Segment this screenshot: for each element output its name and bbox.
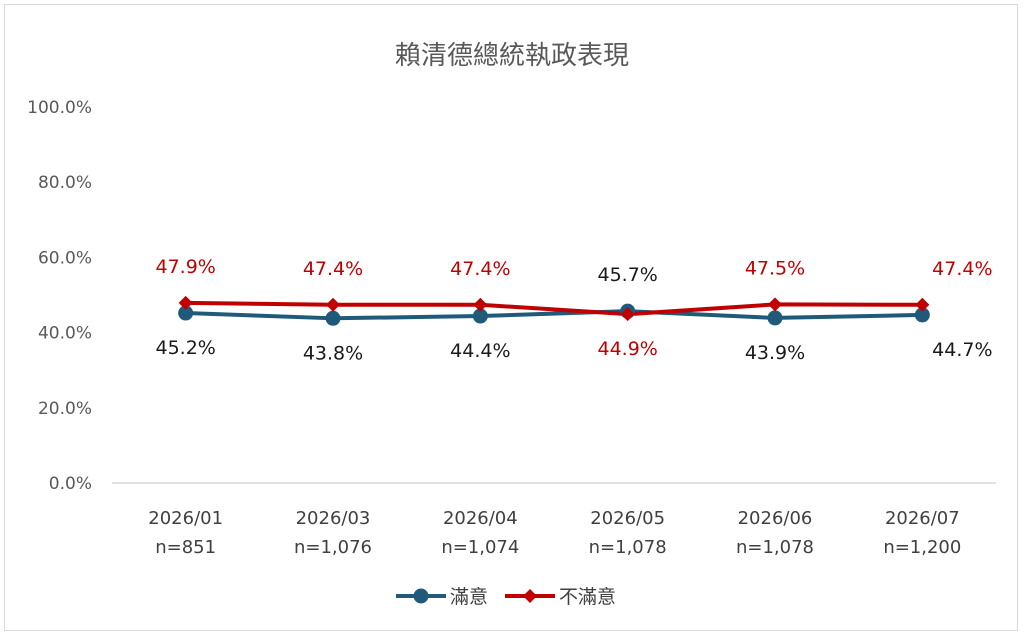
dissatisfied-data-label: 47.9% bbox=[155, 256, 215, 278]
x-sample-size-label: n=1,078 bbox=[736, 537, 814, 558]
legend-label-satisfied: 滿意 bbox=[450, 586, 488, 608]
y-tick-label: 60.0% bbox=[38, 248, 92, 268]
dissatisfied-data-label: 47.4% bbox=[450, 258, 510, 280]
x-tick-label: 2026/01 bbox=[148, 508, 223, 529]
dissatisfied-point bbox=[473, 297, 488, 312]
x-tick-label: 2026/06 bbox=[738, 508, 813, 529]
x-sample-size-label: n=851 bbox=[155, 537, 216, 558]
dissatisfied-data-label: 47.5% bbox=[745, 257, 805, 279]
satisfied-point bbox=[767, 310, 783, 326]
legend-marker-satisfied bbox=[413, 588, 429, 604]
x-tick-label: 2026/05 bbox=[590, 508, 665, 529]
series-line-satisfied bbox=[185, 309, 923, 321]
chart-title: 賴清德總統執政表現 bbox=[395, 41, 629, 71]
x-sample-size-label: n=1,078 bbox=[589, 537, 667, 558]
y-tick-label: 100.0% bbox=[27, 98, 92, 118]
dissatisfied-data-label: 44.9% bbox=[597, 338, 657, 360]
y-tick-label: 20.0% bbox=[38, 399, 92, 419]
y-tick-label: 80.0% bbox=[38, 173, 92, 193]
dissatisfied-point bbox=[326, 297, 340, 312]
x-sample-size-label: n=1,074 bbox=[441, 537, 519, 558]
y-tick-label: 0.0% bbox=[49, 474, 92, 494]
satisfied-data-label: 43.9% bbox=[745, 342, 805, 364]
x-tick-label: 2026/04 bbox=[443, 508, 518, 529]
satisfied-point bbox=[178, 305, 194, 321]
y-tick-label: 40.0% bbox=[38, 324, 92, 344]
dissatisfied-point bbox=[178, 295, 193, 310]
x-tick-label: 2026/03 bbox=[296, 508, 371, 529]
x-tick-label: 2026/07 bbox=[885, 508, 960, 529]
y-axis: 0.0% 20.0% 40.0% 60.0% 80.0% 100.0% bbox=[27, 98, 92, 494]
legend: 滿意 不滿意 bbox=[396, 586, 616, 608]
x-sample-size-label: n=1,076 bbox=[294, 537, 372, 558]
x-sample-size-label: n=1,200 bbox=[883, 537, 961, 558]
satisfied-point bbox=[472, 308, 488, 324]
dissatisfied-point bbox=[620, 307, 635, 322]
satisfied-data-label: 45.7% bbox=[597, 264, 657, 286]
satisfied-point bbox=[325, 310, 341, 326]
satisfied-data-label: 45.2% bbox=[155, 337, 215, 359]
satisfied-data-label: 44.7% bbox=[932, 339, 992, 361]
satisfied-data-label: 43.8% bbox=[303, 342, 363, 364]
dissatisfied-point bbox=[915, 297, 930, 312]
series-line-dissatisfied bbox=[185, 300, 923, 317]
satisfied-point bbox=[914, 307, 930, 323]
dissatisfied-data-label: 47.4% bbox=[932, 258, 992, 280]
x-axis: 2026/01 n=851 2026/03 n=1,076 2026/04 n=1,074… bbox=[148, 508, 961, 558]
dissatisfied-data-label: 47.4% bbox=[303, 258, 363, 280]
legend-label-dissatisfied: 不滿意 bbox=[559, 586, 616, 608]
legend-marker-dissatisfied bbox=[523, 589, 537, 603]
data-labels: 45.2% 43.8% 44.4% 45.7% 43.9% 44.7% 47.9% 47.4%… bbox=[155, 256, 992, 364]
series-layer bbox=[178, 295, 930, 326]
satisfied-data-label: 44.4% bbox=[450, 340, 510, 362]
dissatisfied-point bbox=[768, 297, 782, 312]
